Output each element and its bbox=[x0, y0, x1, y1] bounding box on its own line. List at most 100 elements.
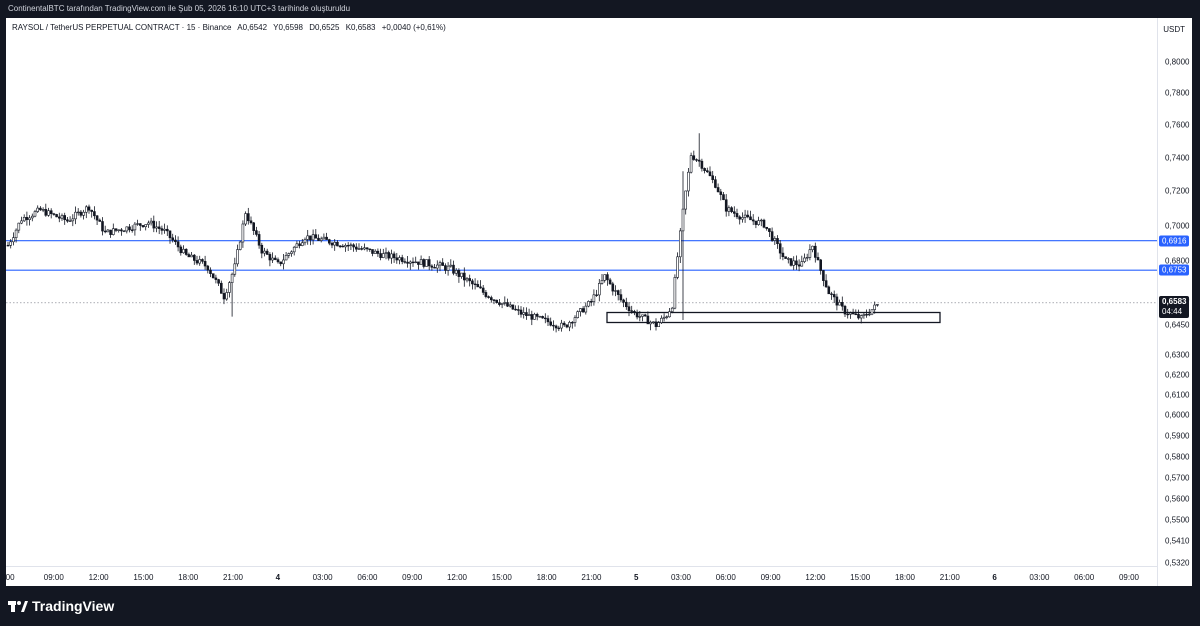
candle-body bbox=[681, 208, 685, 232]
candle-body bbox=[76, 211, 80, 214]
candle-body bbox=[830, 293, 833, 295]
candle-body bbox=[98, 219, 102, 222]
candle bbox=[44, 203, 48, 217]
candle bbox=[768, 228, 771, 238]
candle bbox=[41, 207, 45, 213]
candle bbox=[322, 233, 326, 240]
candle-body bbox=[333, 241, 337, 246]
candle bbox=[376, 248, 380, 257]
candle bbox=[427, 256, 431, 271]
price-axis[interactable]: USDT 0,8000 0,7800 0,7600 0,7400 0,7200 0,700… bbox=[1157, 18, 1192, 586]
candle bbox=[592, 289, 596, 306]
candle-body bbox=[357, 248, 361, 250]
price-tick-label: 0,7400 bbox=[1165, 153, 1190, 163]
ohlc-open: A0,6542 bbox=[237, 23, 268, 32]
candle-body bbox=[182, 248, 185, 254]
price-tick-label: 0,6800 bbox=[1165, 256, 1190, 266]
candle bbox=[446, 262, 450, 276]
candle-body bbox=[851, 312, 855, 315]
candle-body bbox=[630, 310, 634, 312]
price-tick-label: 0,7600 bbox=[1165, 120, 1190, 130]
candle-body bbox=[803, 257, 806, 262]
candle-body bbox=[857, 313, 860, 319]
currency-label: USDT bbox=[1163, 25, 1185, 34]
chart-panel[interactable]: RAYSOL / TetherUS PERPETUAL CONTRACT · 1… bbox=[6, 18, 1192, 586]
candle bbox=[595, 289, 598, 297]
candle bbox=[117, 229, 120, 233]
candle-body bbox=[168, 230, 172, 239]
candle bbox=[55, 213, 58, 218]
candle-body bbox=[781, 252, 785, 257]
candle-body bbox=[765, 226, 769, 229]
candle-body bbox=[759, 219, 763, 222]
candle-body bbox=[449, 264, 453, 267]
candle-body bbox=[500, 302, 504, 305]
candle bbox=[522, 307, 526, 319]
candle bbox=[163, 223, 166, 234]
candle bbox=[487, 295, 490, 299]
time-axis[interactable]: :00 09:00 12:00 15:00 18:00 21:00 4 03:00 06:00 0… bbox=[6, 566, 1157, 586]
price-chart[interactable] bbox=[6, 18, 1157, 566]
candle-body bbox=[39, 207, 42, 211]
candle-body bbox=[568, 322, 571, 328]
tradingview-logo-icon bbox=[8, 599, 28, 613]
candle bbox=[160, 225, 164, 235]
candle-body bbox=[414, 261, 418, 264]
candle bbox=[703, 167, 706, 174]
candle-body bbox=[395, 257, 399, 261]
candle-body bbox=[252, 222, 255, 231]
candle bbox=[71, 214, 75, 227]
candle bbox=[147, 220, 150, 228]
price-tick-label: 0,5700 bbox=[1165, 473, 1190, 483]
candle bbox=[732, 206, 736, 218]
candle bbox=[57, 212, 61, 223]
candle-body bbox=[257, 234, 261, 246]
candle-body bbox=[120, 229, 123, 232]
candle-body bbox=[155, 226, 158, 229]
candle-body bbox=[662, 316, 666, 319]
candle-body bbox=[271, 257, 274, 261]
candle bbox=[344, 243, 347, 252]
candle bbox=[47, 207, 50, 217]
candle bbox=[633, 309, 636, 316]
candle bbox=[241, 220, 245, 248]
candle bbox=[495, 299, 499, 304]
candle bbox=[876, 304, 879, 307]
candle bbox=[816, 252, 820, 261]
candle bbox=[341, 244, 345, 248]
candle-body bbox=[746, 214, 750, 218]
candle bbox=[778, 240, 782, 260]
candle bbox=[190, 252, 193, 258]
candle bbox=[506, 298, 509, 308]
candle bbox=[130, 225, 134, 233]
symbol-legend: RAYSOL / TetherUS PERPETUAL CONTRACT · 1… bbox=[12, 23, 450, 32]
candle-body bbox=[57, 216, 61, 219]
candle bbox=[279, 261, 283, 267]
candle-body bbox=[576, 311, 580, 318]
candle-body bbox=[822, 270, 825, 281]
candle bbox=[692, 150, 696, 161]
candle bbox=[327, 238, 331, 246]
candle bbox=[244, 211, 247, 226]
candle bbox=[681, 171, 685, 320]
candle bbox=[576, 310, 580, 319]
candle-body bbox=[498, 302, 501, 305]
candle-body bbox=[184, 248, 188, 255]
candle bbox=[565, 324, 569, 329]
candle-body bbox=[133, 223, 137, 231]
candle bbox=[627, 302, 631, 317]
candle-body bbox=[511, 304, 515, 310]
last-price-value: 0,6583 bbox=[1162, 296, 1187, 306]
candle bbox=[543, 313, 547, 324]
candle-body bbox=[454, 270, 458, 274]
candle bbox=[854, 309, 858, 316]
candle bbox=[770, 227, 774, 242]
candle-body bbox=[816, 257, 820, 261]
candle bbox=[805, 253, 809, 262]
time-tick-label: 6 bbox=[992, 573, 997, 582]
candle-body bbox=[292, 246, 296, 253]
candle-body bbox=[300, 242, 304, 246]
candle bbox=[557, 325, 561, 332]
last-price-tag: 0,6583 04:44 bbox=[1159, 295, 1190, 318]
candle-body bbox=[384, 252, 388, 254]
